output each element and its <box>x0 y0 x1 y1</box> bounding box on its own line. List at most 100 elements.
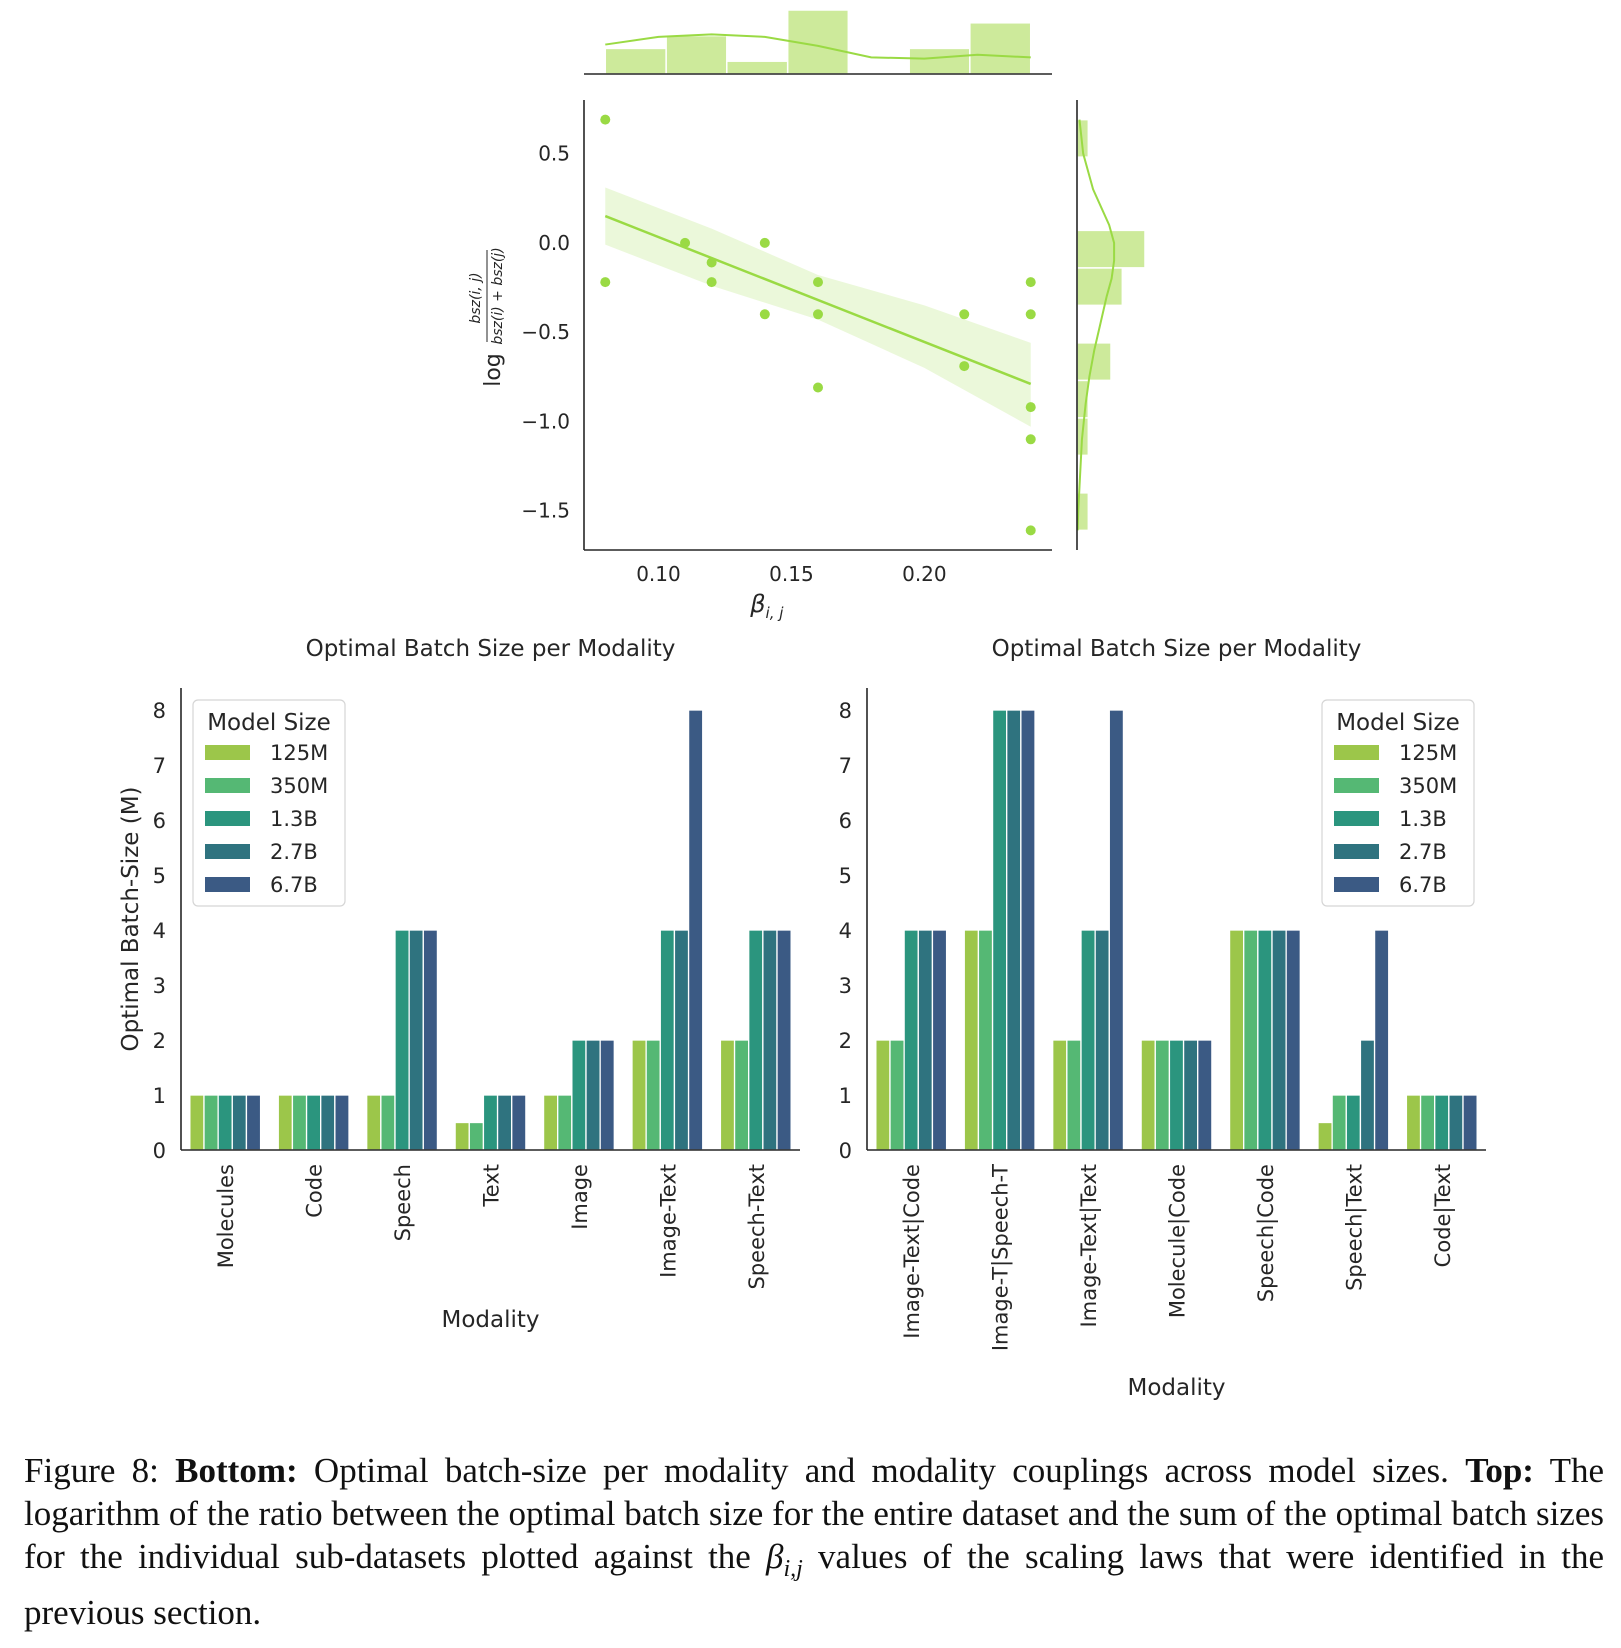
x-axis-label: Modality <box>441 1307 539 1333</box>
bar-speech-67b <box>422 929 439 1151</box>
chart-title: Optimal Batch Size per Modality <box>306 636 676 662</box>
bar-image-t-speech-t-125m <box>963 929 980 1151</box>
y-label-numerator: bsz(i, j) <box>468 272 484 323</box>
x-tick-label: Image-T|Speech-T <box>989 1164 1014 1351</box>
bar-code-13b <box>305 1094 322 1151</box>
legend-swatch <box>205 811 250 826</box>
y-tick-label: 2 <box>153 1029 166 1053</box>
bar-speech-13b <box>394 929 410 1151</box>
y-axis-label: log bsz(i, j) bsz(i) + bsz(j) <box>468 247 506 386</box>
marginal-x-kde <box>605 33 1031 60</box>
bar-speech-text-27b <box>1359 1039 1376 1151</box>
y-label-denominator: bsz(i) + bsz(j) <box>490 247 506 344</box>
bar-speech-text-67b <box>776 929 792 1151</box>
scatter-point-10 <box>813 382 823 393</box>
marginal-x-bar <box>969 22 1032 75</box>
y-label-log: log <box>481 353 506 387</box>
bar-image-text-text-125m <box>1052 1039 1068 1151</box>
bar-image-text-code-350m <box>889 1039 905 1151</box>
bar-molecule-code-350m <box>1154 1039 1171 1151</box>
y-axis-label: Optimal Batch-Size (M) <box>118 786 144 1051</box>
scatter-point-5 <box>706 277 717 288</box>
caption-bottom-text: Optimal batch-size per modality and moda… <box>313 1451 1449 1490</box>
bar-text-67b <box>511 1094 527 1151</box>
bar-molecule-code-67b <box>1197 1039 1213 1151</box>
bar-speech-code-27b <box>1271 929 1287 1151</box>
marginal-y-kde <box>1076 119 1116 531</box>
bar-molecules-27b <box>231 1094 248 1151</box>
scatter-point-1 <box>600 114 611 125</box>
legend-swatch <box>205 844 250 859</box>
y-tick-label: 6 <box>153 809 166 833</box>
bar-speech-text-350m <box>733 1039 750 1151</box>
legend-title: Model Size <box>1336 710 1460 736</box>
bar-speech-text-13b <box>748 929 764 1151</box>
caption-beta-subscript: i,j <box>783 1556 803 1582</box>
bar-image-t-speech-t-27b <box>1006 709 1022 1151</box>
bar-image-t-speech-t-350m <box>977 929 994 1151</box>
bar-speech-code-350m <box>1243 929 1259 1151</box>
bar-molecule-code-125m <box>1140 1039 1156 1151</box>
legend: Model Size 125M 350M 1.3B 2.7B 6.7B <box>192 699 346 907</box>
y-tick-label: −1.5 <box>521 499 570 523</box>
bar-image-text-67b <box>687 709 704 1151</box>
x-axis-label: βi, j <box>749 590 784 622</box>
bar-speech-text-125m <box>719 1039 736 1151</box>
y-tick-label: 0 <box>153 1139 166 1163</box>
bar-text-27b <box>496 1094 513 1151</box>
bar-text-125m <box>454 1121 470 1151</box>
marginal-x-bar <box>726 60 789 75</box>
caption-bottom-label: Bottom: <box>175 1451 298 1490</box>
bar-image-text-13b <box>659 929 676 1151</box>
y-tick-label: 6 <box>839 809 852 833</box>
scatter-point-16 <box>1025 434 1036 445</box>
bar-speech-code-13b <box>1257 929 1273 1151</box>
bar-image-text-350m <box>645 1039 661 1151</box>
x-tick-label: 0.15 <box>769 562 814 586</box>
bar-code-67b <box>334 1094 350 1151</box>
x-tick-label: Molecules <box>214 1164 238 1268</box>
x-tick-label: Speech|Code <box>1254 1164 1279 1302</box>
caption-figure-label: Figure 8: <box>24 1451 159 1490</box>
x-tick-label: Speech-Text <box>745 1164 769 1289</box>
bar-code-text-125m <box>1405 1094 1422 1151</box>
bar-image-125m <box>542 1094 559 1151</box>
bar-code-text-350m <box>1419 1094 1436 1151</box>
legend-swatch <box>1334 745 1379 760</box>
bar-chart-right: 0 1 2 3 4 5 6 7 8 Image-Text|Code Image-T|Speech-T… <box>839 636 1486 1401</box>
y-tick-label: 8 <box>153 699 166 723</box>
scatter-point-7 <box>759 309 770 320</box>
bar-code-27b <box>320 1094 336 1151</box>
x-tick-label: Text <box>480 1164 504 1207</box>
legend-entry: 1.3B <box>270 807 318 831</box>
bar-speech-text-27b <box>762 929 778 1151</box>
scatter-point-13 <box>1025 277 1036 288</box>
legend-entry: 2.7B <box>270 840 318 864</box>
y-tick-label: 8 <box>839 699 852 723</box>
y-tick-label: 4 <box>839 919 852 943</box>
bar-speech-text-125m <box>1317 1121 1333 1151</box>
legend-title: Model Size <box>207 710 331 736</box>
bar-speech-code-125m <box>1228 929 1245 1151</box>
scatter-point-6 <box>759 237 770 248</box>
figure-canvas: 0.10 0.15 0.20 0.5 0.0 −0.5 −1.0 −1.5 βi, j log bs… <box>118 9 1486 1401</box>
scatter-point-4 <box>706 257 717 268</box>
bar-image-t-speech-t-13b <box>991 709 1008 1151</box>
regression-line <box>604 214 1032 386</box>
legend-swatch <box>205 877 250 892</box>
scatter-point-17 <box>1025 525 1036 536</box>
legend-entry: 6.7B <box>1399 873 1447 897</box>
bar-image-text-code-125m <box>875 1039 891 1151</box>
bar-molecules-125m <box>189 1094 205 1151</box>
bar-molecule-code-27b <box>1182 1039 1199 1151</box>
legend-entry: 350M <box>270 774 328 798</box>
x-tick-label: 0.10 <box>636 562 681 586</box>
bar-molecule-code-13b <box>1168 1039 1185 1151</box>
bar-image-text-125m <box>631 1039 647 1151</box>
y-tick-label: −1.0 <box>521 409 570 433</box>
bar-speech-125m <box>366 1094 382 1151</box>
x-tick-label: 0.20 <box>902 562 947 586</box>
figure-caption: Figure 8: Bottom: Optimal batch-size per… <box>24 1449 1604 1634</box>
bar-text-350m <box>468 1121 485 1151</box>
y-tick-label: 3 <box>153 974 166 998</box>
